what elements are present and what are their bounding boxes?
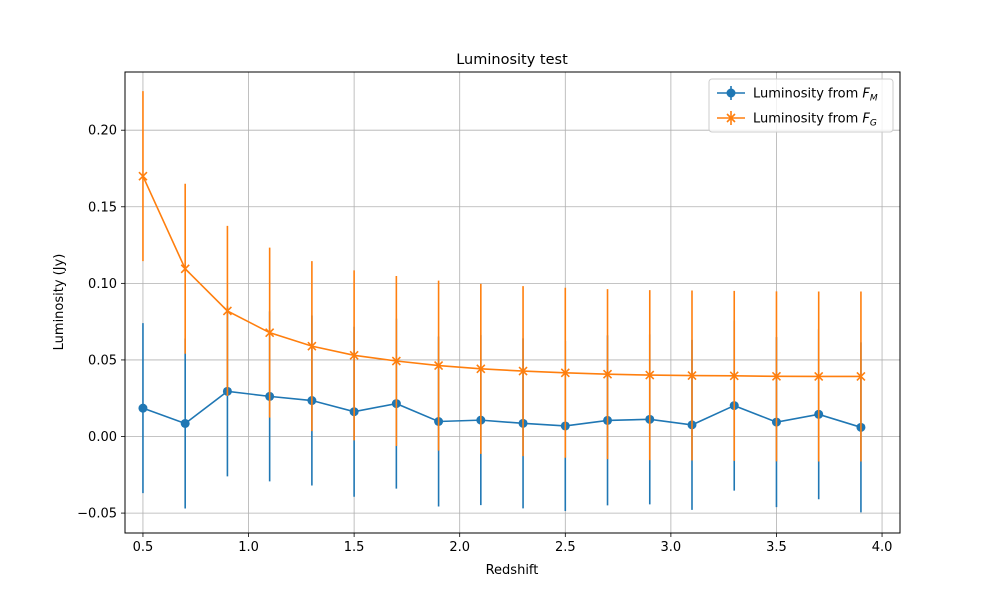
data-point (434, 361, 444, 371)
y-tick-label: 0.15 (88, 200, 117, 215)
x-tick-label: 3.5 (766, 540, 787, 555)
data-point (138, 171, 148, 181)
data-point (222, 306, 232, 316)
legend: Luminosity from FM Luminosity from FG (708, 78, 894, 133)
series-line (142, 390, 862, 429)
series-line (142, 175, 861, 378)
y-tick-label: 0.20 (88, 124, 117, 139)
y-tick-label: −0.05 (77, 507, 117, 522)
y-tick-label: 0.00 (88, 430, 117, 445)
legend-item-g: Luminosity from FG (717, 111, 877, 129)
data-point (560, 368, 570, 378)
legend-label: Luminosity from FG (753, 112, 877, 129)
data-point (729, 371, 739, 381)
ticks: 0.5 1.0 1.5 2.0 2.5 3.0 3.5 4.0 −0.05 0.00 0.05 0.1… (77, 124, 892, 555)
data-point (856, 371, 866, 382)
x-tick-label: 0.5 (133, 540, 154, 555)
data-point (138, 403, 148, 413)
x-tick-label: 3.0 (661, 540, 682, 555)
data-point (180, 264, 190, 274)
x-tick-label: 1.0 (238, 540, 259, 555)
data-point (391, 356, 401, 366)
data-point (771, 371, 782, 381)
data-point (687, 370, 697, 381)
y-axis-label: Luminosity (Jy) (52, 254, 67, 351)
legend-box (708, 78, 894, 133)
data-point (645, 370, 655, 380)
legend-marker (726, 113, 736, 123)
legend-item-m: Luminosity from FM (717, 86, 878, 104)
data-point (814, 371, 824, 382)
x-axis-label: Redshift (486, 563, 539, 578)
series-g (138, 91, 866, 462)
data-point (180, 418, 190, 428)
data-point (518, 366, 528, 376)
x-tick-label: 1.5 (344, 540, 365, 555)
data-point (349, 350, 359, 360)
x-tick-label: 4.0 (872, 540, 893, 555)
plot-area (125, 72, 900, 533)
x-tick-label: 2.0 (449, 540, 470, 555)
legend-marker (726, 88, 736, 98)
chart-title: Luminosity test (456, 52, 568, 68)
data-point (307, 341, 317, 351)
y-tick-label: 0.10 (88, 277, 117, 292)
plot-frame (124, 71, 901, 534)
x-tick-label: 2.5 (555, 540, 576, 555)
data-layer (138, 91, 866, 513)
data-point (602, 369, 613, 379)
data-point (265, 328, 275, 338)
legend-label: Luminosity from FM (753, 87, 878, 104)
y-tick-label: 0.05 (88, 353, 117, 368)
data-point (476, 364, 486, 374)
